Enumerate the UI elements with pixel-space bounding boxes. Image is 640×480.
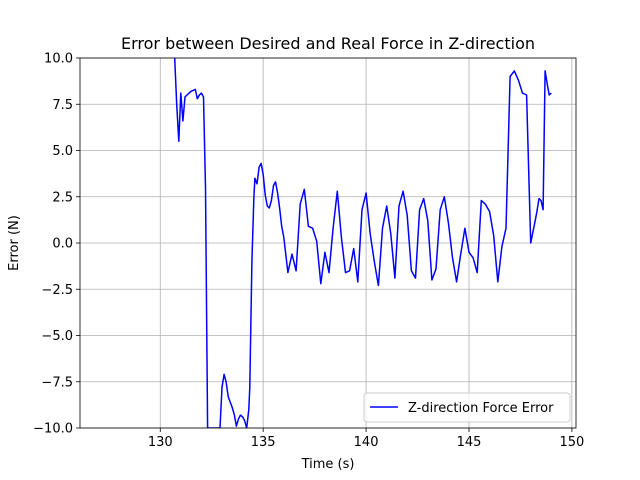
series-line bbox=[173, 58, 552, 428]
axis-ticks: 130 135 140 145 150 −10.0 −7.5 −5.0 −2.5 0.0 2.5 5.… bbox=[33, 52, 584, 451]
y-tick-label: 7.5 bbox=[52, 98, 73, 113]
y-axis-label: Error (N) bbox=[7, 215, 22, 271]
x-tick-label: 140 bbox=[354, 435, 379, 450]
x-tick-label: 135 bbox=[251, 435, 276, 450]
x-axis-label: Time (s) bbox=[301, 457, 355, 472]
x-tick-label: 145 bbox=[457, 435, 482, 450]
y-tick-label: −2.5 bbox=[41, 283, 73, 298]
y-tick-label: 10.0 bbox=[44, 52, 73, 67]
x-tick-label: 130 bbox=[148, 435, 173, 450]
legend-label: Z-direction Force Error bbox=[408, 401, 554, 416]
y-tick-label: 0.0 bbox=[52, 237, 73, 252]
x-tick-label: 150 bbox=[559, 435, 584, 450]
chart-title: Error between Desired and Real Force in … bbox=[121, 34, 535, 53]
y-tick-label: 5.0 bbox=[52, 144, 73, 159]
legend-box bbox=[363, 392, 571, 423]
y-tick-label: −10.0 bbox=[33, 422, 73, 437]
series-layer bbox=[173, 58, 552, 428]
y-tick-label: −7.5 bbox=[41, 375, 73, 390]
y-tick-label: 2.5 bbox=[52, 190, 73, 205]
y-tick-label: −5.0 bbox=[41, 329, 73, 344]
legend: Z-direction Force Error bbox=[363, 392, 571, 423]
plot-frame bbox=[79, 57, 577, 429]
